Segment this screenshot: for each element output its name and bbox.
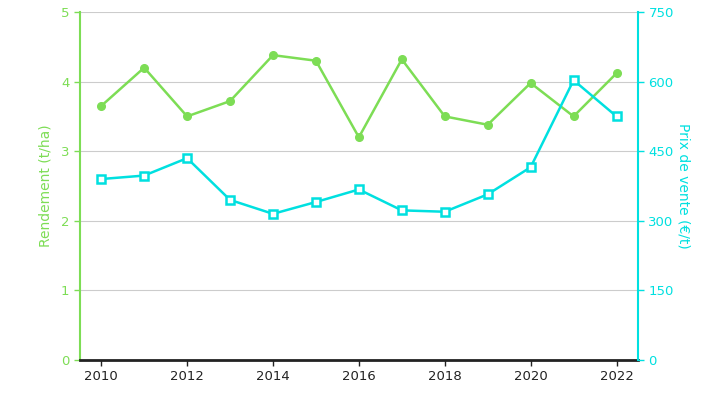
Y-axis label: Prix de vente (€/t): Prix de vente (€/t) (676, 123, 690, 249)
Y-axis label: Rendement (t/ha): Rendement (t/ha) (38, 125, 52, 247)
